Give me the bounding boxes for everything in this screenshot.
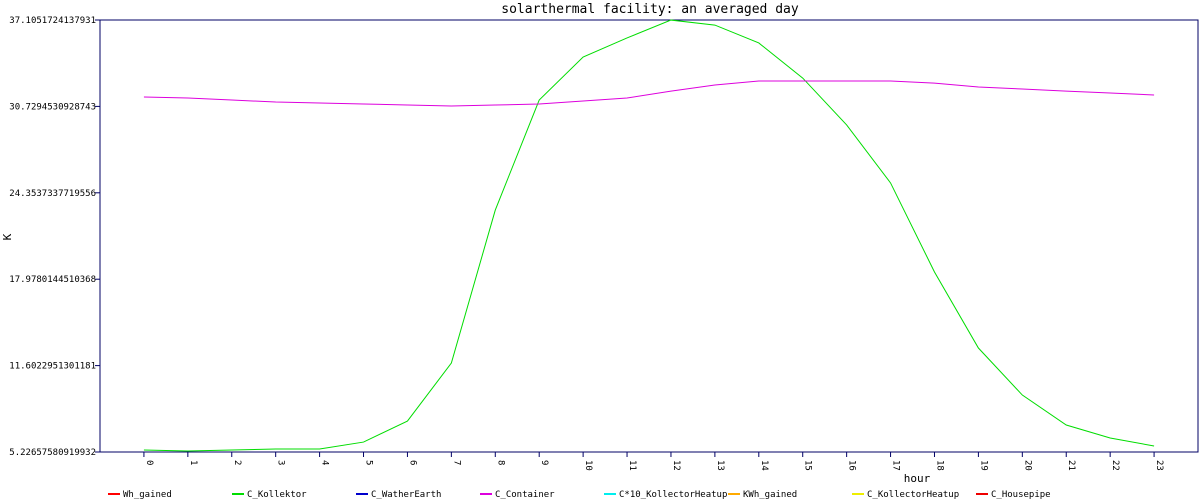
legend-label: C_WatherEarth	[371, 490, 441, 500]
y-tick-label: 17.9780144510368	[9, 275, 96, 285]
x-tick-label: 15	[803, 460, 813, 471]
series-line	[143, 80, 1155, 107]
x-tick-label: 20	[1022, 460, 1032, 471]
x-tick-label: 14	[759, 460, 769, 471]
legend-label: C_Kollektor	[247, 490, 307, 500]
legend-label: KWh_gained	[743, 490, 797, 500]
y-tick-label: 30.7294530928743	[9, 102, 96, 112]
x-tick-label: 11	[627, 460, 637, 471]
x-tick-label: 18	[934, 460, 944, 471]
legend-label: C_KollectorHeatup	[867, 490, 959, 500]
legend-label: Wh_gained	[123, 490, 172, 500]
y-tick-label: 24.3537337719556	[9, 189, 96, 199]
x-tick-label: 13	[715, 460, 725, 471]
x-tick-label: 23	[1154, 460, 1164, 471]
x-tick-label: 6	[407, 460, 417, 465]
y-axis-label: K	[1, 233, 14, 240]
x-axis-label: hour	[904, 472, 931, 485]
x-tick-label: 19	[978, 460, 988, 471]
x-tick-label: 8	[495, 460, 505, 465]
x-tick-label: 9	[539, 460, 549, 465]
plot-frame	[99, 19, 1199, 453]
legend-label: C*10_KollectorHeatup	[619, 490, 727, 500]
x-tick-label: 5	[364, 460, 374, 465]
legend-label: C_Housepipe	[991, 490, 1051, 500]
y-tick-label: 5.22657580919932	[9, 448, 96, 458]
x-tick-label: 1	[188, 460, 198, 465]
x-tick-label: 21	[1066, 460, 1076, 471]
x-tick-label: 12	[671, 460, 681, 471]
x-tick-label: 22	[1110, 460, 1120, 471]
y-tick-label: 11.6022951301181	[9, 362, 96, 372]
x-tick-label: 7	[451, 460, 461, 465]
x-tick-label: 0	[144, 460, 154, 465]
x-tick-label: 10	[583, 460, 593, 471]
x-tick-label: 4	[320, 460, 330, 465]
legend-label: C_Container	[495, 490, 555, 500]
x-tick-label: 3	[276, 460, 286, 465]
x-tick-label: 17	[891, 460, 901, 471]
chart-title: solarthermal facility: an averaged day	[501, 2, 799, 17]
x-tick-label: 2	[232, 460, 242, 465]
series-line	[143, 19, 1155, 452]
x-tick-label: 16	[847, 460, 857, 471]
y-tick-label: 37.1051724137931	[9, 16, 96, 26]
